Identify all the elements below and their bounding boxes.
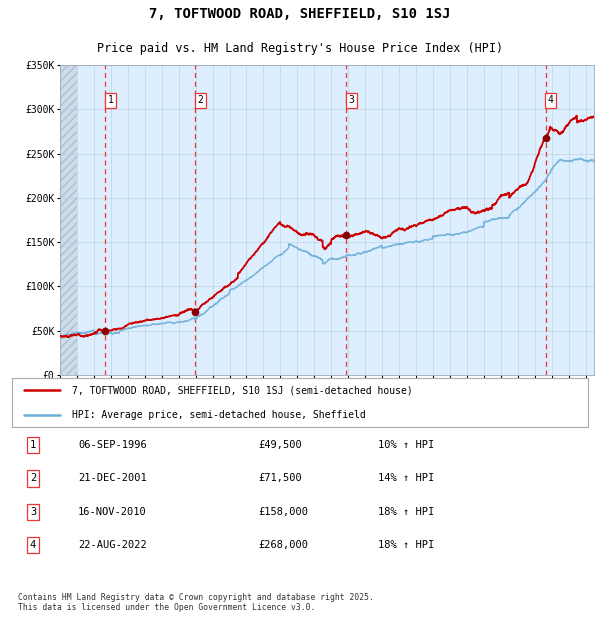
Text: 21-DEC-2001: 21-DEC-2001 [78, 474, 147, 484]
Text: £49,500: £49,500 [258, 440, 302, 450]
Text: 1: 1 [107, 95, 113, 105]
Text: 14% ↑ HPI: 14% ↑ HPI [378, 474, 434, 484]
Text: 7, TOFTWOOD ROAD, SHEFFIELD, S10 1SJ (semi-detached house): 7, TOFTWOOD ROAD, SHEFFIELD, S10 1SJ (se… [72, 386, 413, 396]
Text: 2: 2 [30, 474, 36, 484]
Text: 3: 3 [349, 95, 354, 105]
Text: 16-NOV-2010: 16-NOV-2010 [78, 507, 147, 516]
Text: £71,500: £71,500 [258, 474, 302, 484]
Text: 1: 1 [30, 440, 36, 450]
Text: 4: 4 [548, 95, 554, 105]
Text: 4: 4 [30, 540, 36, 550]
Text: HPI: Average price, semi-detached house, Sheffield: HPI: Average price, semi-detached house,… [72, 410, 366, 420]
Bar [60, 65, 77, 375]
Text: Price paid vs. HM Land Registry's House Price Index (HPI): Price paid vs. HM Land Registry's House … [97, 42, 503, 55]
Text: 06-SEP-1996: 06-SEP-1996 [78, 440, 147, 450]
Text: 2: 2 [197, 95, 203, 105]
Text: 22-AUG-2022: 22-AUG-2022 [78, 540, 147, 550]
Text: £268,000: £268,000 [258, 540, 308, 550]
Text: 7, TOFTWOOD ROAD, SHEFFIELD, S10 1SJ: 7, TOFTWOOD ROAD, SHEFFIELD, S10 1SJ [149, 7, 451, 21]
Text: 18% ↑ HPI: 18% ↑ HPI [378, 540, 434, 550]
Text: 3: 3 [30, 507, 36, 516]
FancyBboxPatch shape [12, 378, 588, 427]
Text: £158,000: £158,000 [258, 507, 308, 516]
Text: Contains HM Land Registry data © Crown copyright and database right 2025.
This d: Contains HM Land Registry data © Crown c… [18, 593, 374, 613]
Text: 18% ↑ HPI: 18% ↑ HPI [378, 507, 434, 516]
Text: 10% ↑ HPI: 10% ↑ HPI [378, 440, 434, 450]
